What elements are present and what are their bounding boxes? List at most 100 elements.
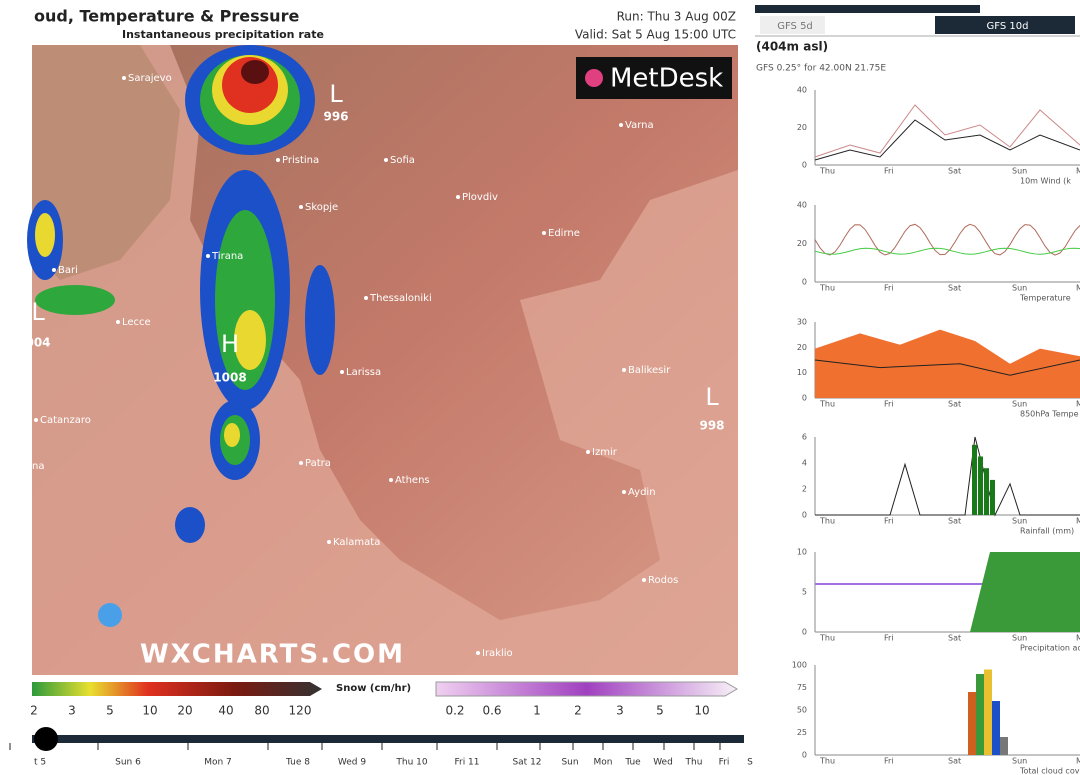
- timeline-day[interactable]: t 5: [34, 758, 46, 768]
- y-tick-label: 0: [802, 511, 807, 520]
- pressure-value: 998: [699, 419, 724, 433]
- timeline-day[interactable]: Wed 9: [338, 758, 366, 768]
- rain-label: 120: [289, 704, 312, 718]
- rain-bar: [978, 456, 983, 515]
- city-dot: [206, 254, 210, 258]
- tab-label[interactable]: GFS 5d: [777, 21, 813, 32]
- cloud-bar: [976, 674, 984, 755]
- panel-legend: 850hPa Tempe: [1020, 410, 1079, 419]
- timeline-day[interactable]: Thu 10: [395, 758, 427, 768]
- x-tick-label: Sat: [948, 284, 961, 293]
- x-tick-label: Sun: [1012, 167, 1027, 176]
- x-tick-label: Thu: [819, 167, 835, 176]
- timeline-day[interactable]: Tue: [624, 758, 641, 768]
- snow-label: 2: [574, 704, 582, 718]
- run-time: Run: Thu 3 Aug 00Z: [617, 10, 736, 24]
- gust-line: [814, 104, 1080, 158]
- timeline-day[interactable]: Fri 11: [454, 758, 479, 768]
- brand: MetDesk: [610, 64, 723, 94]
- x-tick-label: Fri: [884, 167, 894, 176]
- timeline-day[interactable]: Wed: [653, 758, 673, 768]
- valid-time: Valid: Sat 5 Aug 15:00 UTC: [575, 28, 736, 42]
- panel-legend: Total cloud cover (%): [1019, 767, 1080, 775]
- y-tick-label: 0: [802, 161, 807, 170]
- pressure-value: 004: [25, 336, 50, 350]
- tab[interactable]: [935, 16, 1075, 34]
- city-dot: [299, 205, 303, 209]
- panel-legend: Precipitation acc (mm: [1020, 644, 1080, 653]
- dew-line: [814, 247, 1080, 255]
- timeline-day[interactable]: Fri: [719, 758, 730, 768]
- city-label: Skopje: [305, 202, 338, 213]
- y-tick-label: 20: [797, 343, 807, 352]
- snow-title: Snow (cm/hr): [336, 683, 411, 694]
- x-tick-label: Thu: [819, 517, 835, 526]
- elevation: (404m asl): [756, 40, 828, 54]
- timeline-day[interactable]: Thu: [685, 758, 703, 768]
- cloud-bar: [1000, 737, 1008, 755]
- y-tick-label: 30: [797, 318, 807, 327]
- x-tick-label: Thu: [819, 400, 835, 409]
- city-label: na: [32, 461, 44, 472]
- rain-label: 3: [68, 704, 76, 718]
- x-tick-label: Sun: [1012, 634, 1027, 643]
- city-label: Balikesir: [628, 365, 671, 376]
- tab-label[interactable]: GFS 10d: [987, 21, 1029, 32]
- x-tick-label: Fri: [884, 284, 894, 293]
- timeline-day[interactable]: Mon: [594, 758, 613, 768]
- timeline-day[interactable]: Sun: [561, 758, 578, 768]
- timeline-day[interactable]: S: [747, 758, 753, 768]
- rain-label: 80: [254, 704, 269, 718]
- rain-bar: [990, 479, 995, 515]
- city-dot: [34, 418, 38, 422]
- x-tick-label: Sat: [948, 167, 961, 176]
- map-title: oud, Temperature & Pressure: [34, 7, 299, 26]
- city-label: Lecce: [122, 317, 151, 328]
- city-dot: [52, 268, 56, 272]
- snow-label: 3: [616, 704, 624, 718]
- city-label: Larissa: [346, 367, 381, 378]
- timeline-day[interactable]: Mon 7: [204, 758, 232, 768]
- timeline-handle[interactable]: [34, 727, 58, 751]
- city-dot: [276, 158, 280, 162]
- rain-label: 40: [218, 704, 233, 718]
- timeline-day[interactable]: Tue 8: [285, 758, 310, 768]
- snow-label: 1: [533, 704, 541, 718]
- snow-label: 5: [656, 704, 664, 718]
- city-dot: [116, 320, 120, 324]
- x-tick-label: Thu: [819, 757, 835, 766]
- x-tick-label: Mon: [1076, 757, 1080, 766]
- snow-label: 10: [694, 704, 709, 718]
- x-tick-label: Mon: [1076, 517, 1080, 526]
- city-label: Tirana: [211, 251, 243, 262]
- source: GFS 0.25° for 42.00N 21.75E: [756, 64, 886, 74]
- y-tick-label: 50: [797, 706, 807, 715]
- map-subtitle: Instantaneous precipitation rate: [122, 28, 324, 41]
- city-label: Kalamata: [333, 537, 380, 548]
- rain-label: 2: [30, 704, 38, 718]
- city-label: Sofia: [390, 155, 415, 166]
- x-tick-label: Sat: [948, 634, 961, 643]
- x-tick-label: Sat: [948, 517, 961, 526]
- timeline-day[interactable]: Sat 12: [512, 758, 541, 768]
- rain-label: 20: [177, 704, 192, 718]
- timeline-track[interactable]: [32, 735, 744, 743]
- y-tick-label: 20: [797, 239, 807, 248]
- x-tick-label: Mon: [1076, 167, 1080, 176]
- city-dot: [622, 368, 626, 372]
- rain-scale: [32, 682, 322, 696]
- temp850-area: [815, 329, 1080, 398]
- sea: [32, 45, 180, 280]
- timeline-day[interactable]: Sun 6: [115, 758, 141, 768]
- tab[interactable]: [760, 16, 825, 34]
- x-tick-label: Sun: [1012, 284, 1027, 293]
- city-label: Varna: [625, 120, 654, 131]
- city-label: Sarajevo: [128, 73, 172, 84]
- cloud-bar: [984, 669, 992, 755]
- cloud-bar: [968, 692, 976, 755]
- x-tick-label: Mon: [1076, 400, 1080, 409]
- pressure-letter: L: [705, 383, 719, 411]
- panel-legend: Temperature: [1019, 294, 1071, 303]
